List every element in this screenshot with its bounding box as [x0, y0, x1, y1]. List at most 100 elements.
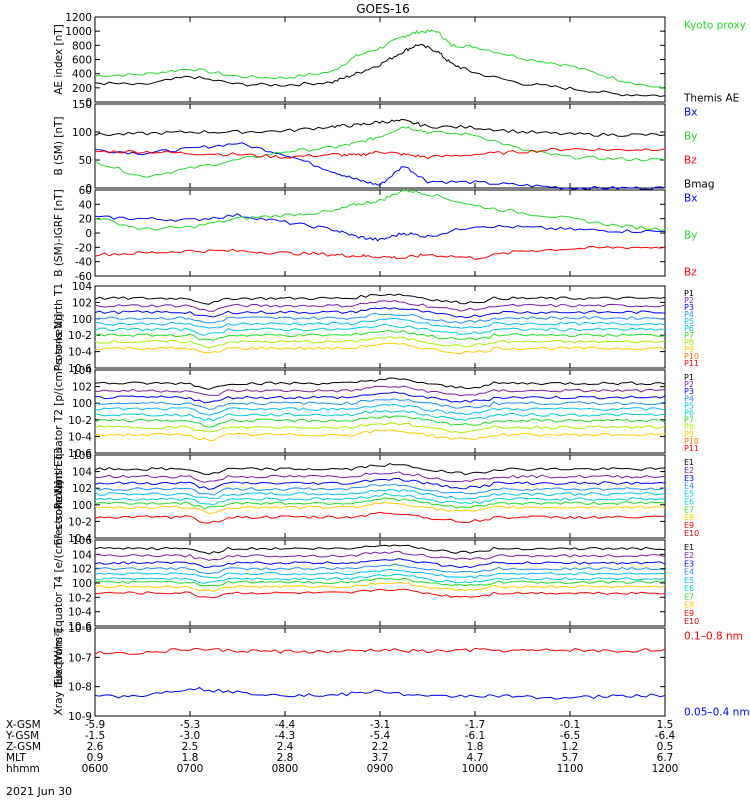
- y-axis-label: Protons North T1: [53, 283, 65, 371]
- series-line: [94, 429, 665, 442]
- y-tick-label: 600: [72, 55, 92, 67]
- series-line: [94, 647, 666, 655]
- legend-entry: E10: [684, 617, 699, 626]
- y-tick-label: 150: [72, 99, 92, 111]
- legend-entry: P4: [684, 310, 694, 319]
- y-tick-label: 104: [72, 549, 92, 561]
- orbit-value: 6.7: [657, 752, 674, 764]
- legend-entry: P8: [684, 338, 694, 347]
- orbit-value: 1000: [462, 763, 489, 775]
- series-line: [94, 550, 666, 561]
- y-axis-label: Xray flux [W/m²]: [53, 629, 65, 716]
- legend-entry: P5: [684, 317, 694, 326]
- y-tick-label: 106: [72, 535, 92, 547]
- legend-entry: E2: [684, 551, 694, 560]
- panel-5: 10-6 10-4 10-2 100 102 104 Protons Equator T2 …: [53, 314, 699, 510]
- series-line: [94, 323, 666, 336]
- orbit-value: -1.5: [85, 730, 106, 742]
- y-tick-label: 10-8: [68, 682, 92, 694]
- orbit-value: 2.8: [277, 752, 294, 764]
- y-tick-label: 40: [79, 199, 92, 211]
- y-tick-label: 10-6: [68, 621, 92, 633]
- legend-entry: P2: [684, 380, 694, 389]
- orbit-value: 0800: [272, 763, 299, 775]
- legend-entry: P1: [684, 373, 694, 382]
- legend-entry: P5: [684, 401, 694, 410]
- legend-entry: E7: [684, 505, 694, 514]
- y-tick-label: 10-2: [68, 330, 92, 342]
- y-tick-label: 1200: [65, 12, 92, 24]
- series-line: [94, 497, 666, 510]
- series-line: [95, 342, 666, 355]
- legend-entry: P6: [684, 409, 694, 418]
- y-axis-label: B (SM)-IGRF [nT]: [53, 189, 65, 276]
- legend-entry: 0.1–0.8 nm: [684, 630, 743, 642]
- legend-entry: P9: [684, 345, 694, 354]
- series-line: [94, 142, 666, 191]
- series-line: [94, 44, 666, 98]
- panel-7: 10-6 10-4 10-2 100 102 104 106 Electrons Equato…: [53, 481, 699, 686]
- orbit-value: -6.4: [655, 730, 676, 742]
- series-line: [94, 317, 666, 329]
- y-tick-label: 102: [72, 382, 92, 394]
- y-axis-label: AE index [nT]: [53, 24, 65, 94]
- series-line: [94, 245, 666, 260]
- legend-entry: E1: [684, 543, 694, 552]
- legend-entry: Themis AE: [683, 92, 739, 104]
- y-axis-label: Protons Equator T2 [p/(cm²-s-sr-keV)]: [53, 314, 65, 510]
- orbit-value: -1.7: [465, 719, 486, 731]
- y-tick-label: 102: [72, 297, 92, 309]
- legend-entry: P1: [684, 289, 694, 298]
- y-tick-label: 10-2: [68, 415, 92, 427]
- orbit-value: 1200: [652, 763, 679, 775]
- orbit-value: 1100: [557, 763, 584, 775]
- legend-entry: P9: [684, 430, 694, 439]
- orbit-row-label: Y-GSM: [5, 730, 39, 742]
- y-tick-label: 10-6: [68, 623, 92, 635]
- plot-title: GOES-16: [356, 2, 410, 16]
- legend-entry: P10: [684, 352, 699, 361]
- legend-entry: E8: [684, 513, 694, 522]
- orbit-row-label: MLT: [6, 752, 26, 764]
- series-line: [94, 493, 666, 506]
- y-tick-label: 100: [72, 398, 92, 410]
- legend-entry: P7: [684, 331, 694, 340]
- y-tick-label: 10-4: [68, 533, 92, 545]
- orbit-value: 5.7: [562, 752, 579, 764]
- y-tick-label: 104: [72, 365, 92, 377]
- y-tick-label: 60: [79, 185, 92, 197]
- legend-entry: P3: [684, 387, 694, 396]
- orbit-value: -5.4: [370, 730, 391, 742]
- legend-entry: P11: [684, 444, 699, 453]
- legend-entry: E6: [684, 584, 694, 593]
- orbit-value: 1.5: [657, 719, 674, 731]
- y-tick-label: 10-2: [68, 592, 92, 604]
- y-tick-label: 100: [72, 500, 92, 512]
- series-line: [94, 463, 666, 476]
- legend-entry: P4: [684, 394, 694, 403]
- orbit-value: -3.1: [370, 719, 391, 731]
- legend-entry: Bx: [684, 192, 697, 204]
- series-line: [94, 403, 666, 416]
- y-tick-label: 10-4: [68, 347, 92, 359]
- y-tick-label: 200: [72, 83, 92, 95]
- y-tick-label: 100: [72, 578, 92, 590]
- series-line: [94, 126, 666, 178]
- series-line: [94, 581, 666, 593]
- series-line: [94, 415, 666, 428]
- y-tick-label: 10-7: [68, 652, 92, 664]
- y-tick-label: 10-9: [68, 711, 92, 723]
- legend-entry: P7: [684, 416, 694, 425]
- panel-2: 0 50 100 150 B (SM) [nT] Bx By Bz Bmag: [53, 99, 715, 195]
- y-tick-label: 104: [72, 467, 92, 479]
- series-line: [94, 563, 666, 575]
- legend-entry: E1: [684, 458, 694, 467]
- panel-frame: [94, 627, 666, 717]
- orbit-value: -5.3: [180, 719, 201, 731]
- series-line: [94, 300, 666, 312]
- y-tick-label: 0: [85, 97, 92, 109]
